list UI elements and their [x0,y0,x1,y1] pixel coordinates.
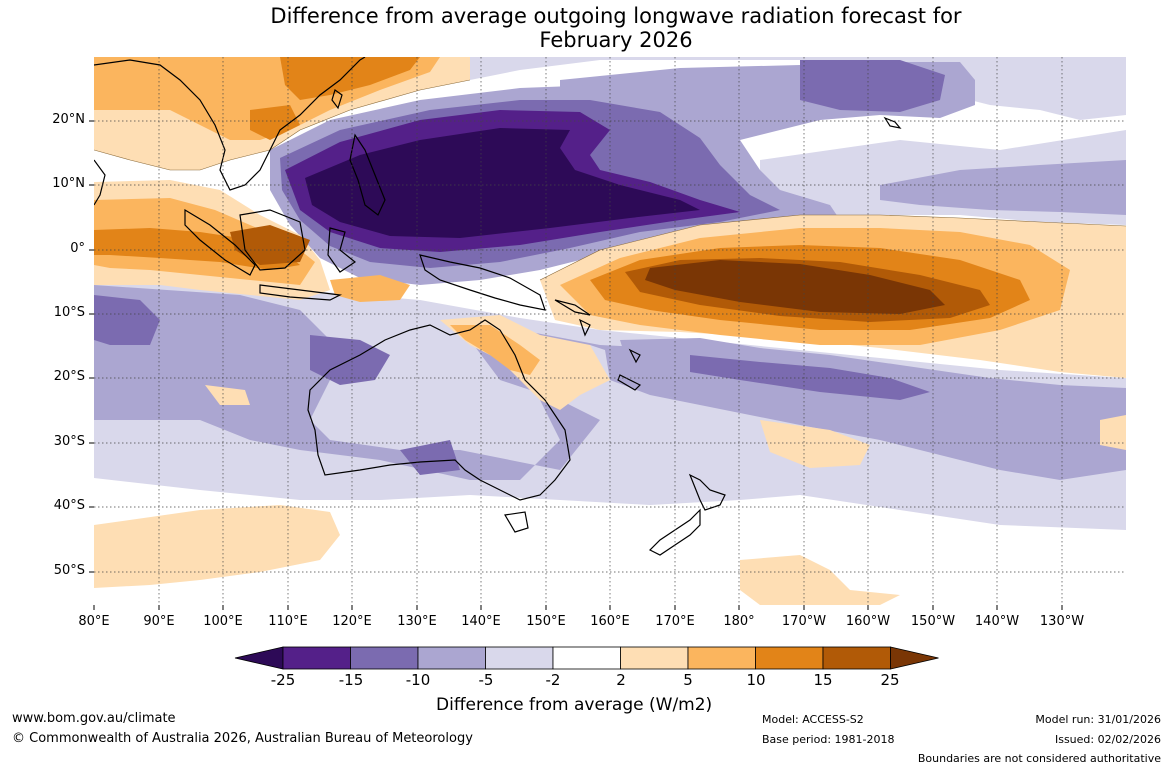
colorbar-tick-label: 10 [746,671,766,689]
footer-disclaimer: Boundaries are not considered authoritat… [917,752,1161,765]
colorbar-tick-label: 25 [880,671,900,689]
lon-label-130e: 130°E [397,614,437,629]
lon-label-140w: 140°W [974,614,1020,629]
lon-label-130w: 130°W [1039,614,1085,629]
colorbar-tick-label: 5 [683,671,693,689]
axis-ticks [89,120,1063,610]
coastline-asia-mainland [94,57,366,191]
coastline-new-zealand-north [688,473,726,511]
colorbar-tick-label: -25 [270,671,296,689]
coastline-vanuatu [578,318,591,337]
lon-label-150e: 150°E [526,614,566,629]
colorbar-tick-label: 2 [616,671,626,689]
title-line-2: February 2026 [539,28,693,52]
coastline-solomons [554,299,591,316]
lon-label-90e: 90°E [143,614,175,629]
colorbar-swatch [822,646,891,670]
coastline-fiji [628,348,641,364]
coastline-borneo [239,209,306,271]
colorbar-extend-low [234,646,284,670]
lat-label-20n: 20°N [52,112,85,127]
anomaly-field [94,57,1126,605]
chart-title: Difference from average outgoing longwav… [0,4,1173,52]
lon-label-150w: 150°W [910,614,956,629]
lat-label-10n: 10°N [52,176,85,191]
colorbar-swatch [620,646,689,670]
colorbar [234,646,939,670]
anomaly-region-p10-tasman [400,440,460,475]
anomaly-region-o2-tasman [760,420,870,468]
coastline-sumatra [184,208,256,276]
anomaly-region-p25-core [305,128,700,238]
coastline-new-guinea [419,254,546,311]
coastline-new-zealand-south [648,508,701,556]
colorbar-tick-label: -2 [545,671,561,689]
anomaly-region-p5-south [94,285,1126,480]
anomaly-region-o2-east [1100,415,1126,450]
footer-model-run: Model run: 31/01/2026 [1035,713,1161,726]
graticule [94,57,1126,605]
anomaly-region-p10-pacific-south [690,355,930,400]
lon-label-160e: 160°E [590,614,630,629]
lat-label-10s: 10°S [53,305,85,320]
lat-label-20s: 20°S [53,369,85,384]
anomaly-region-o10-indian [94,228,300,270]
anomaly-region-o5-java [330,275,410,302]
lon-label-140e: 140°E [461,614,501,629]
coastline-australia [307,319,571,501]
anomaly-region-o10-asia-2 [250,105,300,140]
lon-label-100e: 100°E [203,614,243,629]
colorbar-extend-high [890,646,939,670]
coastline-tasmania [504,511,529,533]
title-line-1: Difference from average outgoing longwav… [270,4,962,28]
anomaly-region-p5-eastband [880,160,1126,215]
colorbar-tick-label: -15 [338,671,364,689]
coastline-taiwan [331,89,343,110]
colorbar-swatch [282,646,351,670]
anomaly-region-o15-borneo [230,225,310,265]
coastlines [94,57,902,556]
anomaly-region-o10-asia [280,57,420,100]
lon-label-80e: 80°E [78,614,110,629]
lon-label-170w: 170°W [781,614,827,629]
lon-label-180: 180° [723,614,755,629]
colorbar-swatch [417,646,486,670]
anomaly-region-o2-south [740,555,900,605]
contour-outline-asia [94,79,471,171]
footer-copyright: © Commonwealth of Australia 2026, Austra… [12,731,473,746]
anomaly-region-p10-west [94,295,160,345]
contour-outline-pacific [539,214,1126,281]
coastline-philippines [349,133,386,216]
footer-base-period: Base period: 1981-2018 [762,733,895,746]
colorbar-swatch [485,646,554,670]
footer-url[interactable]: www.bom.gov.au/climate [12,711,176,726]
colorbar-swatch [350,646,419,670]
lon-label-170e: 170°E [655,614,695,629]
lat-label-30s: 30°S [53,434,85,449]
anomaly-region-o2-southwest [94,505,340,588]
colorbar-swatch [687,646,756,670]
anomaly-region-o2-blob-a [205,385,250,405]
coastline-sulawesi [327,227,357,273]
footer-model: Model: ACCESS-S2 [762,713,864,726]
lat-label-50s: 50°S [53,563,85,578]
lon-label-120e: 120°E [332,614,372,629]
anomaly-region-o25-pacific [645,260,945,314]
colorbar-title: Difference from average (W/m2) [436,695,713,715]
colorbar-tick-label: -5 [478,671,494,689]
colorbar-tick-label: -10 [405,671,431,689]
coastline-hawaii [883,116,902,129]
colorbar-tick-label: 15 [813,671,833,689]
lon-label-160w: 160°W [845,614,891,629]
lat-label-40s: 40°S [53,498,85,513]
lat-label-0: 0° [70,241,85,256]
footer-issued: Issued: 02/02/2026 [1054,733,1161,746]
colorbar-swatch [552,646,621,670]
anomaly-region-p10-north-blob [800,60,945,112]
coastline-java [259,284,343,301]
lon-label-110e: 110°E [268,614,308,629]
colorbar-swatch [755,646,824,670]
